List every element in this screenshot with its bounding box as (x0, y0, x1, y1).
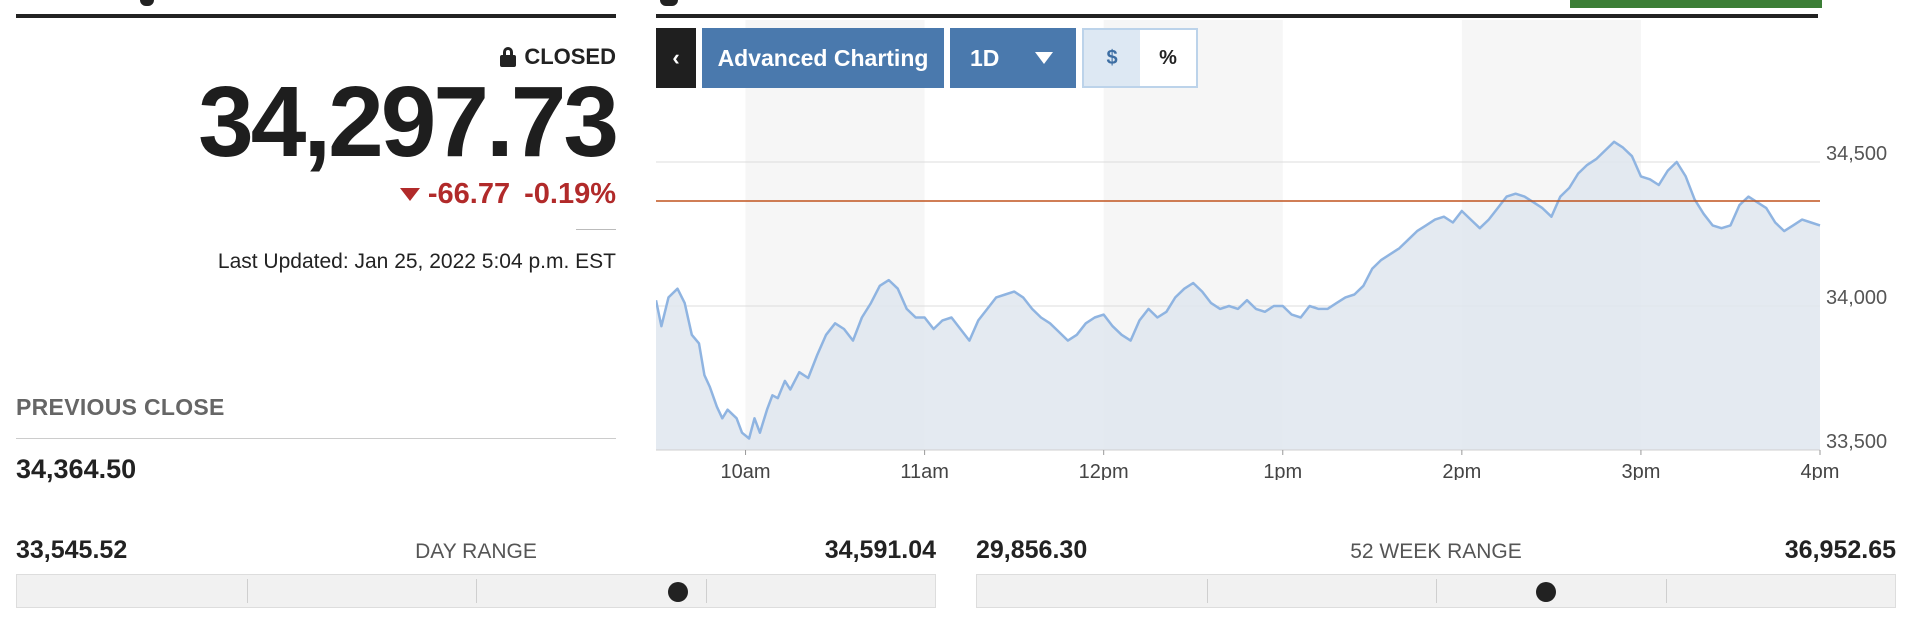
lock-icon (500, 47, 517, 67)
range-tick (1206, 579, 1208, 603)
value-mode-toggle: $ % (1082, 28, 1198, 88)
x-tick-label: 1pm (1263, 461, 1302, 480)
change-value: -66.77 (427, 178, 511, 210)
x-tick-label: 3pm (1621, 461, 1660, 480)
week52-range-label: 52 WEEK RANGE (1350, 540, 1522, 563)
price-chart[interactable]: 10am 11am 12pm 1pm 2pm 3pm 4pm 34,500 34,000 33,5… (656, 20, 1914, 480)
day-range-low: 33,545.52 (16, 536, 128, 564)
y-tick-label: 34,500 (1826, 143, 1887, 165)
day-range-high: 34,591.04 (824, 536, 936, 564)
chevron-down-icon (1035, 52, 1054, 64)
last-updated: Last Updated: Jan 25, 2022 5:04 p.m. EST (217, 250, 616, 273)
market-status: CLOSED (500, 44, 616, 70)
week52-range-low: 29,856.30 (976, 536, 1088, 564)
week52-range-bar (976, 574, 1896, 608)
range-tick (705, 579, 707, 603)
day-range-marker (667, 582, 688, 602)
range-tick (1436, 579, 1437, 603)
market-status-label: CLOSED (524, 44, 616, 69)
price-change: -66.77 -0.19% (399, 178, 616, 211)
y-tick-label: 33,500 (1826, 431, 1887, 453)
x-tick-label: 11am (900, 461, 949, 480)
collapse-button[interactable]: ‹ (656, 28, 696, 88)
dollar-mode-button[interactable]: $ (1084, 30, 1140, 86)
y-tick-label: 34,000 (1826, 287, 1887, 309)
x-tick-label: 10am (721, 461, 771, 480)
percent-mode-button[interactable]: % (1140, 30, 1196, 86)
x-tick-label: 2pm (1442, 461, 1481, 480)
range-tick (1665, 579, 1667, 603)
divider (16, 438, 616, 439)
x-tick-label: 12pm (1079, 461, 1129, 480)
price-line (656, 140, 1821, 440)
header-rule-right (656, 14, 1818, 18)
header-rule-left (16, 14, 616, 18)
range-tick (476, 579, 477, 603)
advanced-charting-button[interactable]: Advanced Charting (702, 28, 944, 88)
previous-close-label: PREVIOUS CLOSE (16, 394, 225, 420)
change-percent: -0.19% (524, 178, 616, 210)
divider (576, 229, 616, 230)
day-range-bar (16, 574, 936, 608)
header-title-fragment (660, 0, 678, 6)
chevron-left-icon: ‹ (672, 45, 680, 70)
week52-range-high: 36,952.65 (1784, 536, 1896, 564)
current-price: 34,297.73 (198, 66, 619, 178)
price-area (656, 141, 1820, 451)
previous-close-value: 34,364.50 (16, 454, 137, 484)
period-select[interactable]: 1D (950, 28, 1076, 88)
header-title-fragment (140, 0, 154, 6)
x-tick-label: 4pm (1801, 461, 1840, 480)
down-arrow-icon (399, 188, 420, 201)
header-action-button[interactable] (1570, 0, 1822, 8)
period-select-value: 1D (970, 44, 1000, 71)
week52-range-marker (1536, 582, 1557, 602)
range-tick (246, 579, 248, 603)
day-range-label: DAY RANGE (415, 540, 537, 563)
